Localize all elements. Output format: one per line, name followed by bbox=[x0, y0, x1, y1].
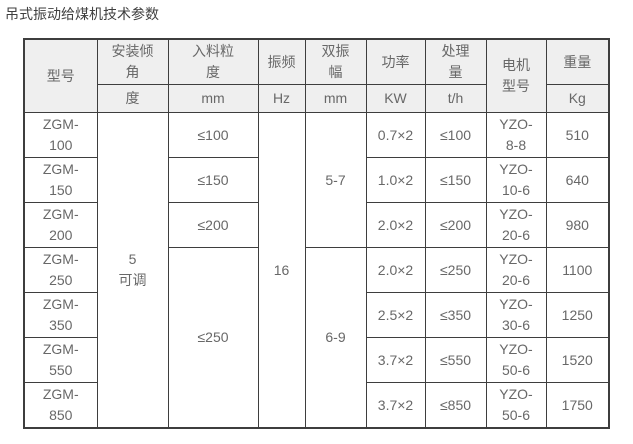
power-cell: 2.0×2 bbox=[365, 247, 426, 293]
unit-cell-frequency: Hz bbox=[257, 84, 306, 113]
weight-cell: 1250 bbox=[545, 292, 610, 338]
power-cell: 2.5×2 bbox=[365, 292, 426, 338]
feed-size-cell: ≤100 bbox=[167, 112, 259, 158]
weight-cell: 1750 bbox=[545, 382, 610, 429]
capacity-cell: ≤250 bbox=[424, 247, 487, 293]
header-cell-capacity: 处理 量 bbox=[424, 38, 487, 85]
amplitude-lower-cell: 6-9 bbox=[304, 247, 367, 429]
unit-cell-weight: Kg bbox=[545, 84, 610, 113]
capacity-cell: ≤150 bbox=[424, 157, 487, 203]
header-cell-amplitude: 双振 幅 bbox=[304, 38, 367, 85]
model-cell: ZGM- 100 bbox=[23, 112, 98, 158]
table-row-zgm-250: ZGM- 250 ≤250 6-9 2.0×2 ≤250 YZO- 20-6 1… bbox=[23, 247, 610, 429]
feed-size-merged-cell: ≤250 bbox=[167, 247, 259, 429]
table-row-zgm-100: ZGM- 100 5 可调 ≤100 16 5-7 0.7×2 ≤100 YZO… bbox=[23, 112, 610, 429]
unit-cell-feed-size: mm bbox=[167, 84, 259, 113]
frequency-merged-cell: 16 bbox=[257, 112, 306, 429]
model-cell: ZGM- 200 bbox=[23, 202, 98, 248]
motor-cell: YZO- 8-8 bbox=[485, 112, 547, 158]
header-cell-power: 功率 bbox=[365, 38, 426, 85]
power-cell: 3.7×2 bbox=[365, 337, 426, 383]
capacity-cell: ≤850 bbox=[424, 382, 487, 429]
header-cell-motor: 电机 型号 bbox=[485, 38, 547, 113]
power-cell: 0.7×2 bbox=[365, 112, 426, 158]
capacity-cell: ≤100 bbox=[424, 112, 487, 158]
weight-cell: 1100 bbox=[545, 247, 610, 293]
capacity-cell: ≤200 bbox=[424, 202, 487, 248]
weight-cell: 980 bbox=[545, 202, 610, 248]
header-cell-model: 型号 bbox=[23, 38, 98, 113]
power-cell: 2.0×2 bbox=[365, 202, 426, 248]
power-cell: 1.0×2 bbox=[365, 157, 426, 203]
power-cell: 3.7×2 bbox=[365, 382, 426, 429]
feed-size-cell: ≤150 bbox=[167, 157, 259, 203]
header-row-units: 度 mm Hz mm KW t/h Kg bbox=[24, 84, 610, 113]
model-cell: ZGM- 150 bbox=[23, 157, 98, 203]
model-cell: ZGM- 850 bbox=[23, 382, 98, 429]
amplitude-upper-cell: 5-7 bbox=[304, 112, 367, 248]
unit-cell-power: KW bbox=[365, 84, 426, 113]
model-cell: ZGM- 550 bbox=[23, 337, 98, 383]
motor-cell: YZO- 20-6 bbox=[485, 202, 547, 248]
motor-cell: YZO- 50-6 bbox=[485, 337, 547, 383]
table-row-zgm-350: ZGM- 350 2.5×2 ≤350 YZO- 30-6 1250 bbox=[23, 292, 610, 338]
motor-cell: YZO- 20-6 bbox=[485, 247, 547, 293]
unit-cell-capacity: t/h bbox=[424, 84, 487, 113]
model-cell: ZGM- 350 bbox=[23, 292, 98, 338]
table-row-zgm-850: ZGM- 850 3.7×2 ≤850 YZO- 50-6 1750 bbox=[23, 382, 610, 429]
table-row-zgm-550: ZGM- 550 3.7×2 ≤550 YZO- 50-6 1520 bbox=[23, 337, 610, 383]
model-cell: ZGM- 250 bbox=[23, 247, 98, 293]
motor-cell: YZO- 50-6 bbox=[485, 382, 547, 429]
header-row-main: 型号 安装倾 角 入料粒 度 振频 双振 幅 功率 处理 量 电机 型号 重量 bbox=[23, 38, 610, 113]
feed-size-cell: ≤200 bbox=[167, 202, 259, 248]
weight-cell: 1520 bbox=[545, 337, 610, 383]
weight-cell: 640 bbox=[545, 157, 610, 203]
page-title: 吊式振动给煤机技术参数 bbox=[5, 6, 159, 22]
unit-cell-angle: 度 bbox=[96, 84, 169, 113]
angle-merged-cell: 5 可调 bbox=[96, 112, 169, 429]
header-cell-weight: 重量 bbox=[545, 38, 610, 85]
unit-cell-amplitude: mm bbox=[304, 84, 367, 113]
header-cell-angle: 安装倾 角 bbox=[96, 38, 169, 85]
header-cell-feed-size: 入料粒 度 bbox=[167, 38, 259, 85]
motor-cell: YZO- 30-6 bbox=[485, 292, 547, 338]
capacity-cell: ≤550 bbox=[424, 337, 487, 383]
motor-cell: YZO- 10-6 bbox=[485, 157, 547, 203]
capacity-cell: ≤350 bbox=[424, 292, 487, 338]
spec-table: 型号 安装倾 角 入料粒 度 振频 双振 幅 功率 处理 量 电机 型号 重量 … bbox=[23, 38, 610, 429]
header-cell-frequency: 振频 bbox=[257, 38, 306, 85]
weight-cell: 510 bbox=[545, 112, 610, 158]
